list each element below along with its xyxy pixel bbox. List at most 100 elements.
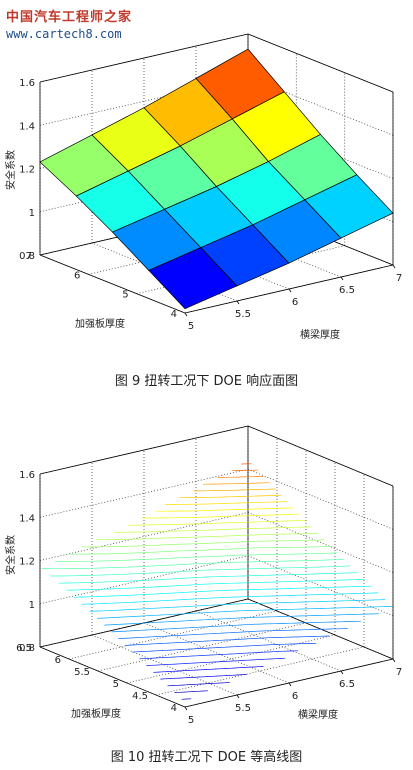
- contour-line: [58, 572, 358, 584]
- contour-line: [68, 546, 331, 555]
- y-axis-title: 加强板厚度: [71, 707, 121, 720]
- grid-line: [247, 76, 394, 136]
- contour-line: [155, 507, 294, 512]
- contour-line: [125, 635, 330, 646]
- z-tick-label: 1.6: [19, 78, 35, 89]
- y-tick-label: 5: [113, 679, 119, 690]
- y-tick-label: 5.5: [74, 667, 90, 678]
- watermark: 中国汽车工程师之家 www.cartech8.com: [6, 6, 132, 41]
- y-tick-label: 4.5: [132, 691, 148, 702]
- x-tick: [340, 670, 344, 675]
- contour-line: [114, 526, 312, 533]
- x-tick-label: 7: [396, 667, 402, 678]
- contour-line: [104, 613, 380, 626]
- figure-9-caption: 图 9 扭转工况下 DOE 响应面图: [114, 374, 299, 389]
- z-axis-title: 安全系数: [4, 535, 17, 575]
- grid-line: [155, 646, 365, 696]
- contour-line: [66, 579, 365, 591]
- grid-line: [97, 622, 307, 672]
- z-tick-label: 1.4: [19, 121, 35, 132]
- x-tick-label: 7: [396, 273, 402, 284]
- x-tick-label: 5.5: [235, 309, 251, 320]
- contour-line: [232, 469, 258, 472]
- z-tick-label: 1.2: [19, 165, 35, 176]
- x-tick: [392, 658, 396, 663]
- x-axis-title: 横梁厚度: [298, 708, 338, 721]
- contour-line: [203, 482, 270, 485]
- y-tick-label: 6: [55, 655, 61, 666]
- grid-line: [68, 610, 278, 660]
- contour-line: [81, 592, 379, 605]
- grid-line: [39, 468, 249, 518]
- z-tick-label: 1.4: [19, 513, 35, 524]
- x-tick-label: 5: [188, 715, 194, 726]
- contour-line: [153, 666, 264, 673]
- figure-10-caption: 图 10 扭转工况下 DOE 等高线图: [110, 750, 303, 765]
- z-axis-title: 安全系数: [4, 150, 17, 190]
- y-tick-label: 7: [26, 251, 32, 262]
- contour-line: [55, 552, 338, 562]
- contour-line: [127, 520, 306, 526]
- axis-box-edge: [39, 33, 249, 83]
- x-tick: [236, 300, 240, 305]
- y-tick-label: 5: [122, 290, 128, 301]
- y-axis-title: 加强板厚度: [75, 317, 125, 330]
- x-tick: [288, 288, 292, 293]
- watermark-url: www.cartech8.com: [6, 27, 122, 41]
- grid-line: [247, 555, 394, 617]
- grid-line: [39, 512, 249, 561]
- contour-line: [73, 585, 372, 598]
- grid-line: [39, 555, 249, 605]
- z-tick-label: 0.8: [19, 643, 35, 654]
- contour-line: [179, 494, 282, 499]
- contour-line: [181, 698, 192, 700]
- y-tick-label: 6.5: [16, 643, 32, 654]
- axis-box-edge: [247, 425, 394, 487]
- x-tick: [184, 312, 188, 317]
- contour-line: [139, 650, 299, 660]
- x-tick-label: 5: [188, 321, 194, 332]
- contour-line: [164, 501, 288, 505]
- x-tick: [236, 694, 240, 699]
- x-tick: [392, 264, 396, 269]
- x-tick-label: 5.5: [235, 703, 251, 714]
- contour-line: [167, 682, 230, 687]
- grid-line: [247, 512, 394, 573]
- z-tick-label: 1: [29, 600, 35, 611]
- z-tick-label: 1: [29, 208, 35, 219]
- contour-line: [132, 642, 317, 653]
- x-axis-title: 横梁厚度: [300, 328, 340, 341]
- contour-line: [82, 539, 325, 548]
- x-tick: [288, 682, 292, 687]
- x-tick-label: 6: [292, 691, 298, 702]
- x-tick-label: 6.5: [339, 679, 355, 690]
- grid-line: [136, 245, 345, 295]
- contour-plot: 55.566.5744.555.566.50.811.21.41.6横梁厚度加强…: [4, 425, 402, 726]
- grid-line: [247, 468, 394, 530]
- axis-box-edge: [39, 425, 249, 475]
- contour-line: [95, 533, 318, 541]
- contour-line: [89, 599, 386, 612]
- x-tick: [184, 706, 188, 711]
- surface-cell: [304, 174, 394, 239]
- contour-line: [111, 620, 361, 633]
- y-tick-label: 4: [171, 703, 177, 714]
- x-tick: [340, 276, 344, 281]
- x-tick-label: 6.5: [339, 285, 355, 296]
- contour-line: [193, 488, 276, 492]
- grid-line: [195, 610, 342, 672]
- contour-line: [118, 628, 348, 639]
- contour-line: [97, 606, 393, 619]
- grid-line: [143, 622, 290, 684]
- grid-line: [126, 634, 336, 684]
- x-tick-label: 6: [292, 297, 298, 308]
- axis-box-edge: [247, 33, 394, 93]
- contour-line: [141, 513, 300, 519]
- contour-line: [41, 559, 344, 570]
- z-tick-label: 1.2: [19, 557, 35, 568]
- y-tick-label: 6: [74, 270, 80, 281]
- watermark-title: 中国汽车工程师之家: [6, 10, 133, 25]
- contour-line: [174, 690, 209, 693]
- y-tick-label: 4: [171, 309, 177, 320]
